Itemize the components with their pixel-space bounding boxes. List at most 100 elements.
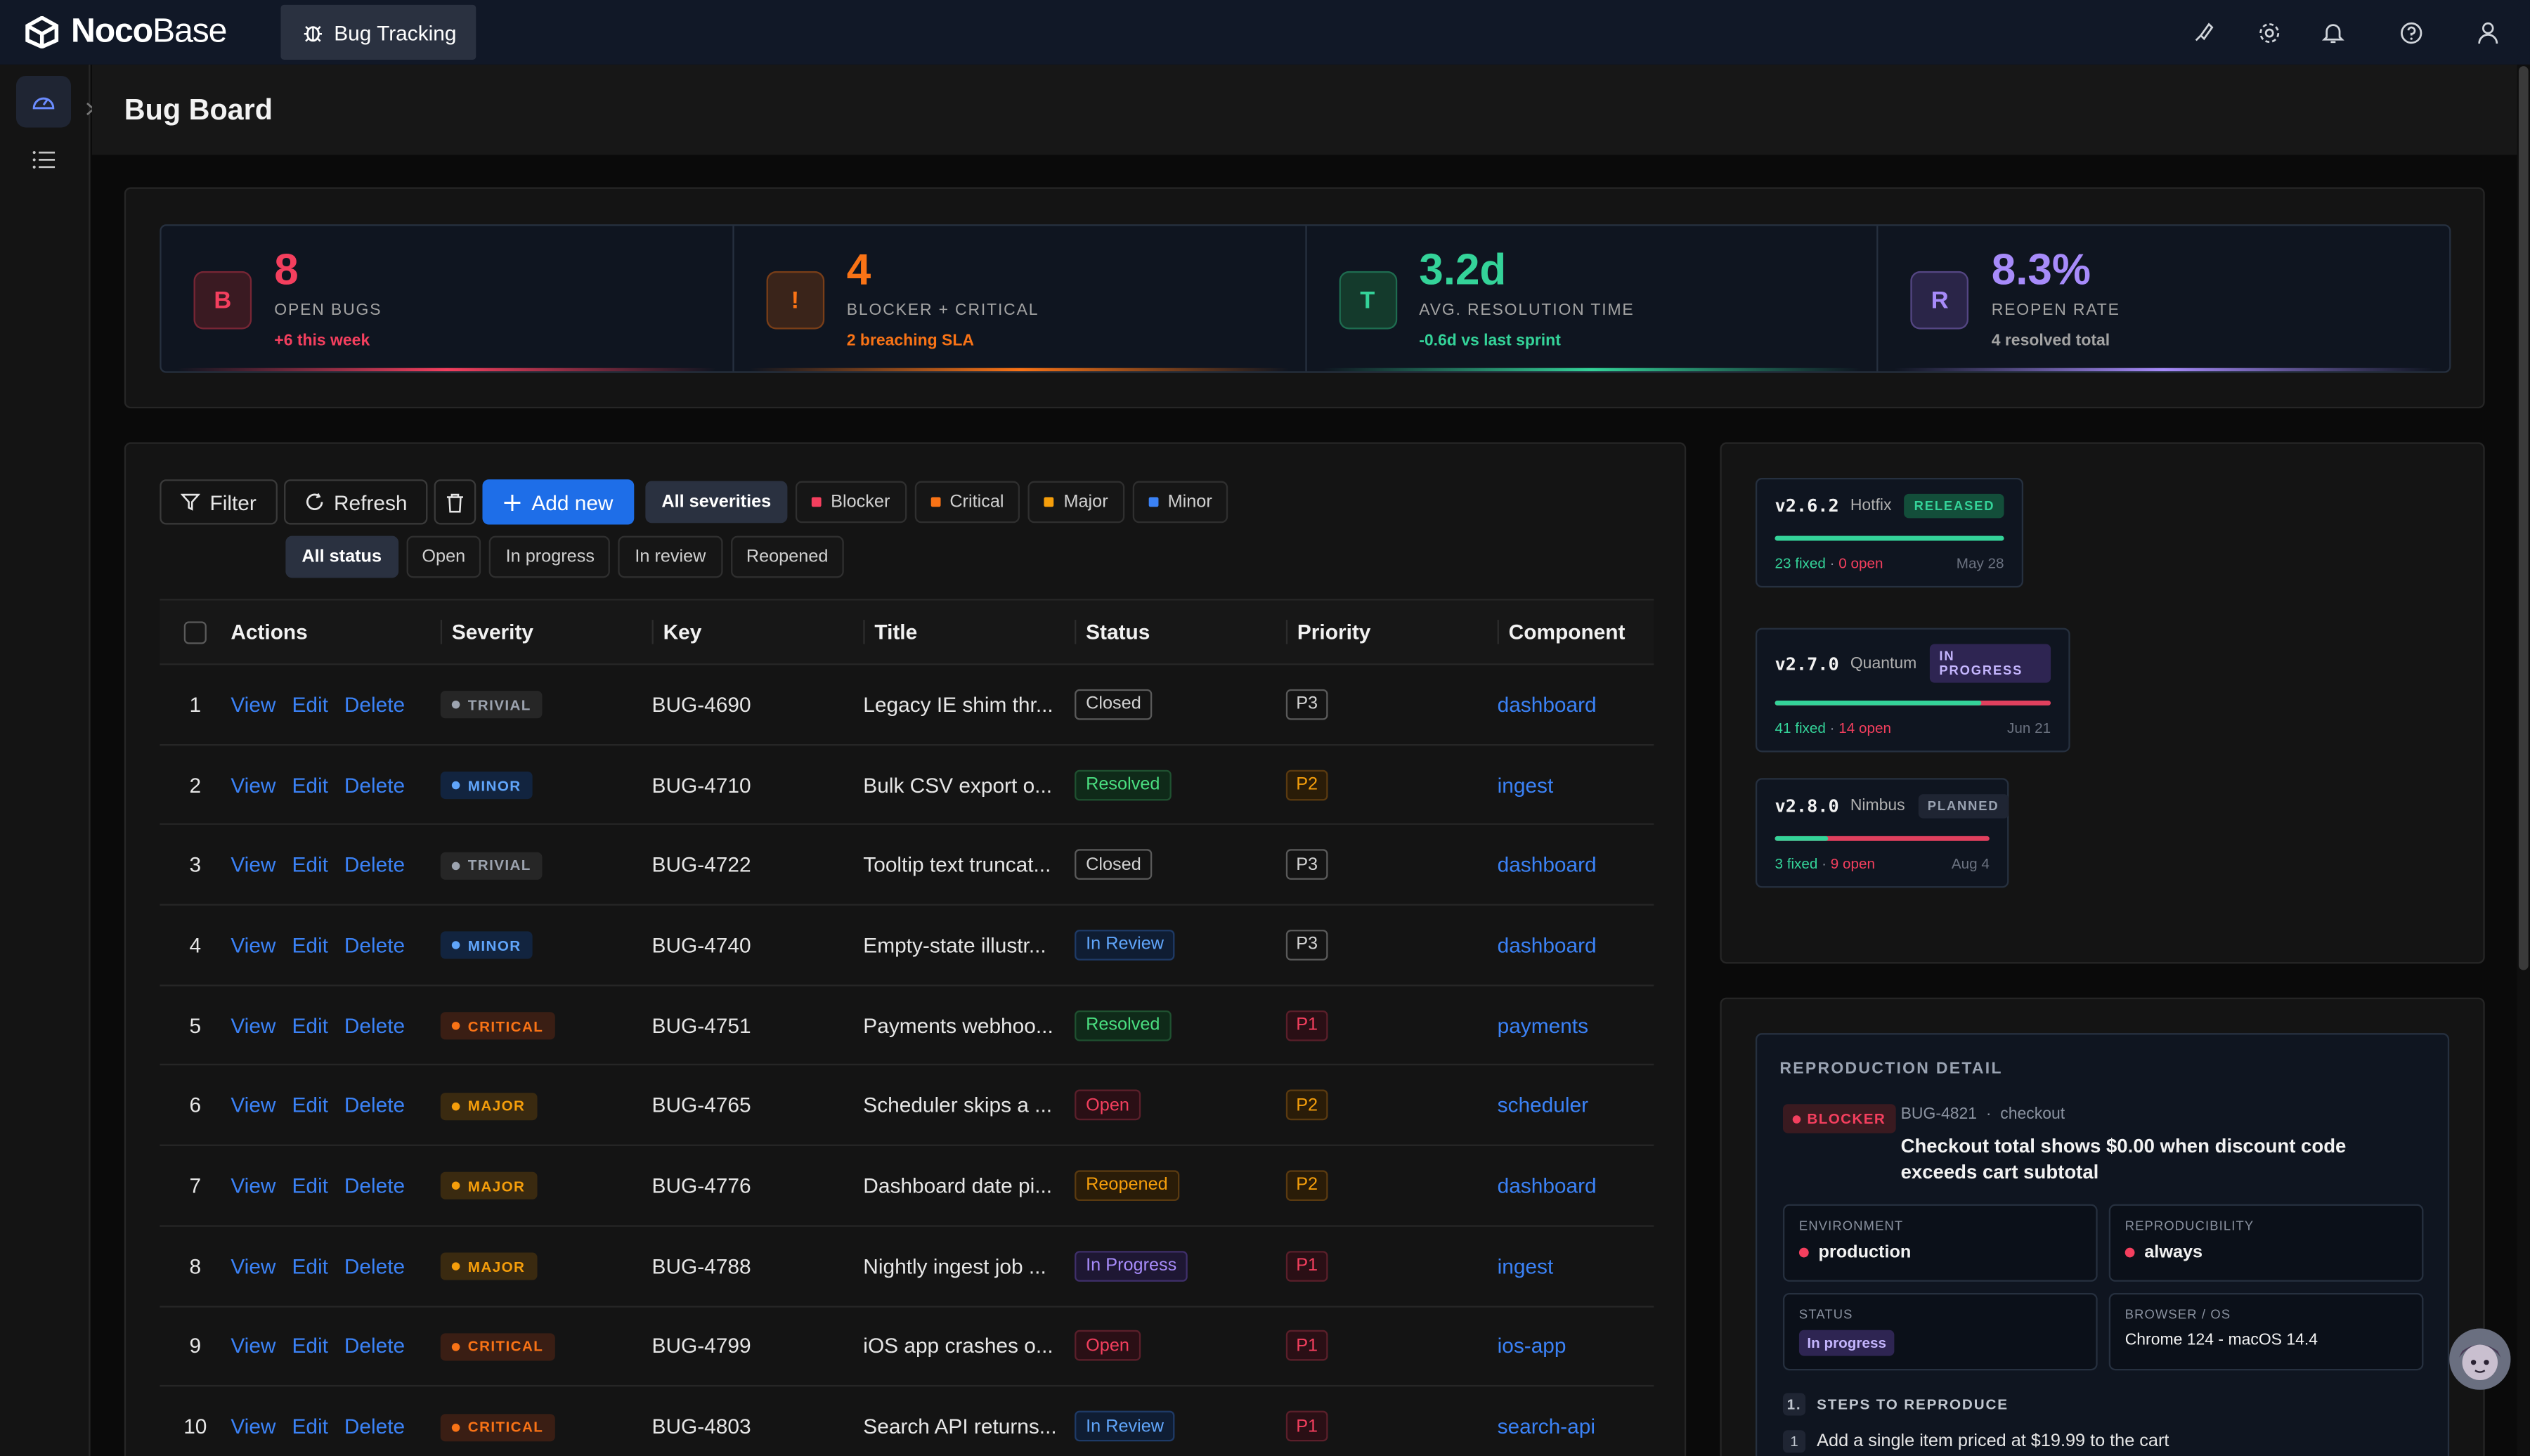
sidebar-item-dashboard[interactable]	[15, 75, 72, 128]
priority-badge: P3	[1285, 929, 1328, 961]
plus-icon	[504, 493, 521, 511]
row-action-edit[interactable]: Edit	[292, 932, 328, 957]
row-action-edit[interactable]: Edit	[292, 772, 328, 797]
row-action-view[interactable]: View	[231, 1334, 276, 1358]
component-link[interactable]: dashboard	[1497, 932, 1597, 957]
row-action-edit[interactable]: Edit	[292, 1334, 328, 1358]
column-header-priority[interactable]: Priority	[1285, 620, 1498, 644]
component-link[interactable]: search-api	[1497, 1414, 1595, 1438]
assistant-avatar[interactable]	[2449, 1328, 2511, 1390]
severity-chip-minor[interactable]: Minor	[1132, 481, 1228, 524]
row-action-view[interactable]: View	[231, 852, 276, 877]
row-action-edit[interactable]: Edit	[292, 1414, 328, 1438]
component-link[interactable]: payments	[1497, 1013, 1589, 1038]
component-link[interactable]: dashboard	[1497, 852, 1597, 877]
severity-chip-major[interactable]: Major	[1027, 481, 1124, 524]
filter-button[interactable]: Filter	[160, 479, 278, 525]
severity-chip-all-severities[interactable]: All severities	[645, 481, 788, 524]
add-new-button[interactable]: Add new	[483, 479, 635, 525]
column-header-severity[interactable]: Severity	[440, 620, 652, 644]
row-action-delete[interactable]: Delete	[344, 852, 406, 877]
release-date: Aug 4	[1951, 855, 1990, 872]
row-action-delete[interactable]: Delete	[344, 1013, 406, 1038]
table-row: 5 View Edit Delete CRITICAL BUG-4751 Payments …	[160, 986, 1654, 1067]
delete-selected-button[interactable]	[434, 479, 477, 525]
release-version: v2.8.0	[1775, 795, 1839, 817]
table-row: 8 View Edit Delete MAJOR BUG-4788 Nightly inge…	[160, 1226, 1654, 1307]
stat-subtext: -0.6d vs last sprint	[1419, 332, 1561, 351]
row-action-edit[interactable]: Edit	[292, 1173, 328, 1198]
theme-brush-icon[interactable]	[2172, 0, 2236, 65]
status-chip-reopened[interactable]: Reopened	[729, 535, 845, 578]
settings-gear-icon[interactable]	[2236, 0, 2301, 65]
component-link[interactable]: ingest	[1497, 772, 1554, 797]
row-action-edit[interactable]: Edit	[292, 852, 328, 877]
component-cell: dashboard	[1498, 852, 1654, 876]
detail-meta-sep: ·	[1985, 1105, 1992, 1124]
severity-dot-icon	[451, 1022, 460, 1030]
severity-dot-icon	[451, 701, 460, 710]
severity-chip-blocker[interactable]: Blocker	[795, 481, 907, 524]
component-link[interactable]: ingest	[1497, 1254, 1554, 1278]
column-header-key[interactable]: Key	[651, 620, 864, 644]
priority-badge: P2	[1285, 1170, 1328, 1201]
sidebar-item-list[interactable]	[16, 134, 71, 186]
priority-badge: P1	[1285, 1010, 1328, 1041]
row-action-delete[interactable]: Delete	[344, 932, 406, 957]
stat-avatar: B	[193, 271, 252, 330]
row-action-delete[interactable]: Delete	[344, 1093, 406, 1118]
status-chip-in-review[interactable]: In review	[618, 535, 722, 578]
column-header-component[interactable]: Component	[1497, 620, 1654, 644]
severity-badge: CRITICAL	[440, 1012, 555, 1040]
table-row: 4 View Edit Delete MINOR BUG-4740 Empty-state …	[160, 906, 1654, 986]
severity-chip-critical[interactable]: Critical	[914, 481, 1020, 524]
component-link[interactable]: ios-app	[1497, 1334, 1566, 1358]
release-item[interactable]: v2.7.0 Quantum IN PROGRESS 41 fixed · 14 op…	[1755, 628, 2070, 753]
status-chip-in-progress[interactable]: In progress	[489, 535, 611, 578]
user-profile-icon[interactable]	[2456, 0, 2520, 65]
row-action-delete[interactable]: Delete	[344, 1173, 406, 1198]
refresh-button[interactable]: Refresh	[283, 479, 429, 525]
notification-bell-icon[interactable]	[2301, 0, 2366, 65]
row-action-view[interactable]: View	[231, 692, 276, 717]
column-header-actions[interactable]: Actions	[231, 620, 308, 644]
status-chip-all-status[interactable]: All status	[285, 535, 398, 578]
row-action-view[interactable]: View	[231, 1414, 276, 1438]
logo[interactable]: NocoBase	[22, 13, 280, 51]
row-action-view[interactable]: View	[231, 932, 276, 957]
row-action-view[interactable]: View	[231, 772, 276, 797]
row-action-delete[interactable]: Delete	[344, 772, 406, 797]
help-icon[interactable]	[2366, 0, 2456, 65]
priority-cell: P1	[1285, 1010, 1498, 1041]
row-action-delete[interactable]: Delete	[344, 1254, 406, 1278]
table-toolbar: Filter Refresh Add new All severities Blo…	[160, 478, 1236, 526]
row-action-edit[interactable]: Edit	[292, 1093, 328, 1118]
release-status-badge: PLANNED	[1918, 794, 2009, 819]
status-cell: In Review	[1075, 1410, 1286, 1442]
select-all-checkbox[interactable]	[183, 620, 207, 644]
column-header-title[interactable]: Title	[863, 620, 1075, 644]
row-action-edit[interactable]: Edit	[292, 1013, 328, 1038]
row-action-edit[interactable]: Edit	[292, 1254, 328, 1278]
detail-title: Checkout total shows $0.00 when discount…	[1900, 1134, 2347, 1183]
row-action-view[interactable]: View	[231, 1254, 276, 1278]
release-item[interactable]: v2.6.2 Hotfix RELEASED 23 fixed · 0 open May…	[1755, 477, 2024, 588]
row-action-delete[interactable]: Delete	[344, 692, 406, 717]
status-chip-open[interactable]: Open	[406, 535, 482, 578]
component-cell: ingest	[1498, 772, 1654, 796]
component-link[interactable]: dashboard	[1497, 1173, 1597, 1198]
component-link[interactable]: dashboard	[1497, 692, 1597, 717]
row-action-view[interactable]: View	[231, 1013, 276, 1038]
tab-bug-tracking[interactable]: Bug Tracking	[280, 4, 476, 60]
column-header-status[interactable]: Status	[1075, 620, 1286, 644]
row-action-view[interactable]: View	[231, 1173, 276, 1198]
status-badge: In Review	[1075, 1410, 1176, 1442]
row-action-delete[interactable]: Delete	[344, 1414, 406, 1438]
page-scrollbar-thumb[interactable]	[2518, 66, 2529, 970]
row-action-delete[interactable]: Delete	[344, 1334, 406, 1358]
row-action-view[interactable]: View	[231, 1093, 276, 1118]
component-link[interactable]: scheduler	[1497, 1093, 1589, 1118]
release-item[interactable]: v2.8.0 Nimbus PLANNED 3 fixed · 9 open Aug 4	[1755, 778, 2009, 888]
row-action-edit[interactable]: Edit	[292, 692, 328, 717]
